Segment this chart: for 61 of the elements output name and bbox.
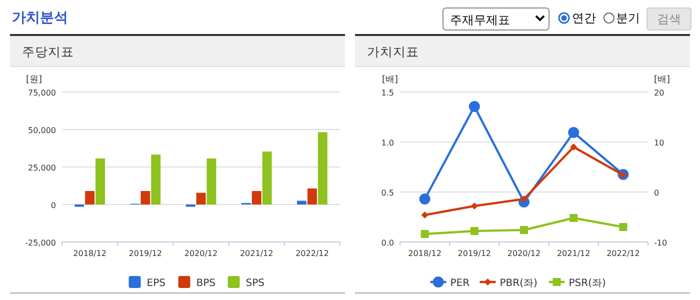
bar (297, 200, 306, 204)
bar (307, 188, 317, 204)
x-tick-label: 2019/12 (458, 249, 492, 258)
y-tick-label: 1.5 (381, 88, 394, 98)
y-tick-label: 1.0 (381, 138, 394, 148)
x-tick-label: 2019/12 (128, 249, 162, 258)
x-tick-label: 2020/12 (507, 249, 541, 258)
point (568, 127, 580, 138)
x-tick-label: 2018/12 (73, 249, 106, 258)
bar (151, 154, 161, 204)
y-axis-title: [원] (26, 75, 42, 85)
point (619, 223, 628, 231)
text: 연간 (572, 11, 596, 25)
y2-axis-title: [배] (654, 75, 670, 85)
y2-tick-label: -10 (654, 238, 668, 248)
point (470, 202, 478, 210)
y2-tick-label: 20 (654, 88, 664, 98)
x-tick-label: 2022/12 (296, 249, 329, 258)
x-tick-label: 2021/12 (556, 249, 590, 258)
y2-tick-label: 10 (654, 138, 664, 148)
bar (206, 158, 216, 204)
chart-title: 주당지표 (22, 44, 74, 59)
bar (140, 191, 150, 204)
y-tick-label: 0.0 (381, 238, 394, 248)
y-tick-label: 75,000 (28, 88, 56, 98)
y-tick-label: 0 (50, 201, 56, 210)
bar (252, 191, 262, 204)
point (570, 214, 578, 222)
text: 주재무제표 (450, 13, 510, 27)
legend-label: PSR(좌) (568, 278, 606, 289)
point (570, 144, 578, 150)
point (470, 227, 478, 235)
point (420, 230, 429, 238)
legend-label: BPS (196, 278, 216, 289)
y-tick-label: 50,000 (28, 126, 56, 135)
text: 검색 (657, 12, 681, 26)
bar (318, 132, 328, 204)
legend-label: SPS (246, 278, 264, 289)
bar (96, 158, 105, 204)
legend-label: EPS (146, 278, 166, 289)
legend-label: PER (450, 278, 470, 289)
y-tick-label: -25,000 (25, 238, 56, 248)
x-tick-label: 2022/12 (606, 249, 640, 258)
y-tick-label: 0.5 (381, 188, 394, 198)
legend-label: PBR(좌) (500, 278, 538, 289)
bar (262, 152, 272, 204)
bar (196, 192, 206, 204)
bar (85, 191, 95, 204)
point (468, 101, 480, 112)
point (419, 194, 430, 204)
y2-tick-label: 0 (654, 188, 660, 198)
y-axis-title: [배] (382, 75, 398, 85)
y-tick-label: 25,000 (28, 164, 56, 172)
x-tick-label: 2021/12 (240, 249, 274, 258)
text: 가치분석 (12, 10, 68, 26)
x-tick-label: 2020/12 (184, 249, 218, 258)
point (421, 212, 428, 218)
text: 분기 (616, 11, 640, 25)
chart-title: 가치지표 (367, 44, 419, 59)
point (520, 226, 528, 234)
x-tick-label: 2018/12 (408, 249, 442, 258)
